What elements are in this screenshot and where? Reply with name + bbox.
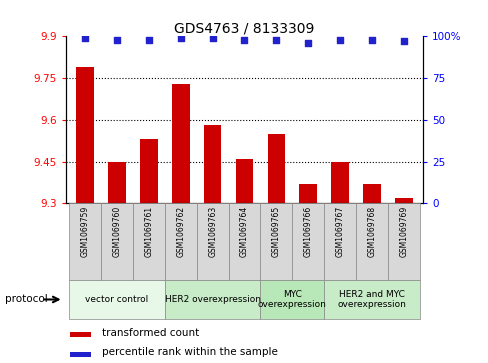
Bar [235, 159, 253, 203]
Text: GSM1069763: GSM1069763 [208, 205, 217, 257]
Text: GSM1069762: GSM1069762 [176, 205, 185, 257]
Bar [387, 203, 419, 280]
Bar [69, 203, 101, 280]
Point [399, 38, 407, 44]
Bar [394, 198, 412, 203]
Point [113, 37, 121, 42]
Bar [101, 203, 133, 280]
Text: HER2 and MYC
overexpression: HER2 and MYC overexpression [337, 290, 406, 309]
Point [177, 35, 184, 41]
Bar [196, 203, 228, 280]
Text: protocol: protocol [5, 294, 47, 305]
Bar [108, 162, 125, 203]
Bar [331, 162, 348, 203]
Bar [140, 139, 157, 203]
Text: GSM1069764: GSM1069764 [240, 205, 248, 257]
Point [144, 37, 152, 42]
Text: GSM1069759: GSM1069759 [81, 205, 89, 257]
Point [208, 35, 216, 41]
Point [81, 35, 89, 41]
Point [367, 37, 375, 42]
Bar [228, 203, 260, 280]
Bar [69, 332, 91, 338]
Point [304, 40, 311, 46]
Title: GDS4763 / 8133309: GDS4763 / 8133309 [174, 21, 314, 35]
Bar [69, 352, 91, 357]
Text: HER2 overexpression: HER2 overexpression [164, 295, 260, 304]
Text: GSM1069761: GSM1069761 [144, 205, 153, 257]
Bar [267, 134, 285, 203]
Bar [260, 280, 324, 319]
Bar [292, 203, 324, 280]
Bar [324, 280, 419, 319]
Bar [203, 125, 221, 203]
Bar [164, 203, 196, 280]
Bar [133, 203, 164, 280]
Text: vector control: vector control [85, 295, 148, 304]
Text: transformed count: transformed count [102, 329, 199, 338]
Bar [76, 67, 94, 203]
Text: GSM1069769: GSM1069769 [399, 205, 407, 257]
Bar [172, 83, 189, 203]
Point [240, 37, 248, 42]
Text: GSM1069760: GSM1069760 [112, 205, 121, 257]
Point [272, 37, 280, 42]
Bar [299, 184, 316, 203]
Bar [69, 280, 164, 319]
Text: MYC
overexpression: MYC overexpression [257, 290, 326, 309]
Text: GSM1069765: GSM1069765 [271, 205, 280, 257]
Point [336, 37, 344, 42]
Text: GSM1069766: GSM1069766 [303, 205, 312, 257]
Bar [363, 184, 380, 203]
Text: GSM1069768: GSM1069768 [367, 205, 376, 257]
Bar [355, 203, 387, 280]
Text: GSM1069767: GSM1069767 [335, 205, 344, 257]
Bar [260, 203, 292, 280]
Bar [324, 203, 355, 280]
Text: percentile rank within the sample: percentile rank within the sample [102, 347, 277, 357]
Bar [164, 280, 260, 319]
